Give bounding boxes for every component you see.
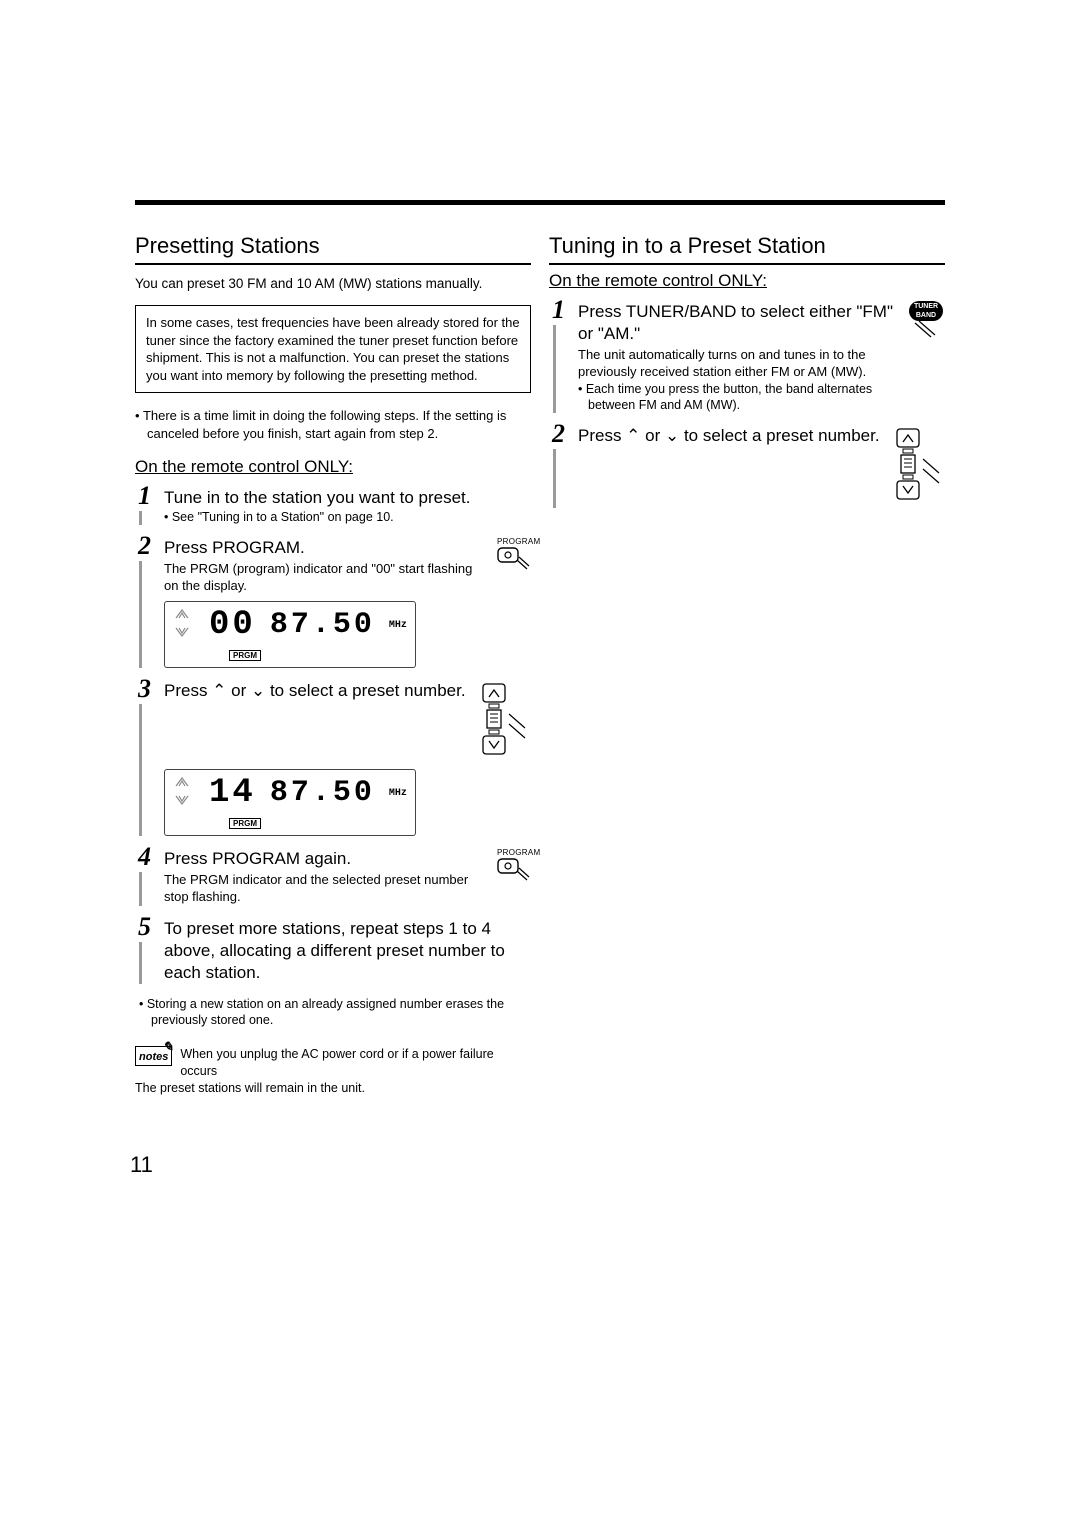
- right-column: Tuning in to a Preset Station On the rem…: [549, 233, 945, 1095]
- factory-note-box: In some cases, test frequencies have bee…: [135, 305, 531, 393]
- step-3: 3 Press ⌃ or ⌄ to select a preset number…: [139, 680, 531, 836]
- lcd-display-1: 00 87.50 MHz PRGM: [164, 601, 416, 668]
- step-title: Press PROGRAM again.: [164, 848, 489, 870]
- two-columns: Presetting Stations You can preset 30 FM…: [135, 233, 945, 1095]
- step-title: Press ⌃ or ⌄ to select a preset number.: [164, 680, 467, 702]
- updown-buttons-icon: [475, 680, 531, 763]
- step-title: Press ⌃ or ⌄ to select a preset number.: [578, 425, 881, 447]
- flash-arrows-icon: [173, 606, 191, 645]
- program-button-icon: PROGRAM: [497, 848, 531, 889]
- step-number: 3: [136, 674, 153, 704]
- step-title: Tune in to the station you want to prese…: [164, 487, 531, 509]
- tuner-band-button-icon: TUNER BAND: [909, 301, 945, 346]
- lcd-preset: 00: [209, 606, 256, 644]
- page-number: 11: [130, 1152, 153, 1178]
- step-4: 4 Press PROGRAM again. The PRGM indicato…: [139, 848, 531, 906]
- left-lead: You can preset 30 FM and 10 AM (MW) stat…: [135, 275, 531, 293]
- notes-body: The preset stations will remain in the u…: [135, 1081, 531, 1095]
- store-overwrite-note: • Storing a new station on an already as…: [139, 996, 531, 1029]
- r-step-2: 2 Press ⌃ or ⌄ to select a preset number…: [553, 425, 945, 508]
- step-number: 4: [136, 842, 153, 872]
- lcd-freq: 87.50: [270, 776, 375, 810]
- step-hint: • Each time you press the button, the ba…: [578, 381, 901, 414]
- top-rule: [135, 200, 945, 205]
- lcd-display-2: 14 87.50 MHz PRGM: [164, 769, 416, 836]
- step-hint: • See "Tuning in to a Station" on page 1…: [164, 509, 531, 525]
- step-number: 2: [550, 419, 567, 449]
- lcd-unit: MHz: [389, 620, 407, 631]
- notes-badge-icon: notes: [135, 1046, 172, 1066]
- flash-arrows-icon: [173, 774, 191, 813]
- step-title: To preset more stations, repeat steps 1 …: [164, 918, 531, 984]
- step-desc: The PRGM (program) indicator and "00" st…: [164, 561, 489, 595]
- page-content: Presetting Stations You can preset 30 FM…: [135, 200, 945, 1095]
- left-heading: Presetting Stations: [135, 233, 531, 265]
- step-number: 5: [136, 912, 153, 942]
- step-number: 2: [136, 531, 153, 561]
- step-5: 5 To preset more stations, repeat steps …: [139, 918, 531, 984]
- r-step-1: 1 Press TUNER/BAND to select either "FM"…: [553, 301, 945, 413]
- lcd-unit: MHz: [389, 788, 407, 799]
- program-button-icon: PROGRAM: [497, 537, 531, 578]
- left-column: Presetting Stations You can preset 30 FM…: [135, 233, 531, 1095]
- lcd-indicator: PRGM: [229, 650, 261, 661]
- lcd-indicator: PRGM: [229, 818, 261, 829]
- step-desc: The unit automatically turns on and tune…: [578, 347, 901, 381]
- left-subhead: On the remote control ONLY:: [135, 457, 531, 477]
- notes-block: notes When you unplug the AC power cord …: [135, 1046, 531, 1079]
- step-desc: The PRGM indicator and the selected pres…: [164, 872, 489, 906]
- step-1: 1 Tune in to the station you want to pre…: [139, 487, 531, 525]
- updown-buttons-icon: [889, 425, 945, 508]
- step-title: Press PROGRAM.: [164, 537, 489, 559]
- bullet-icon: [135, 408, 143, 423]
- notes-title: When you unplug the AC power cord or if …: [180, 1046, 531, 1079]
- step-title: Press TUNER/BAND to select either "FM" o…: [578, 301, 901, 345]
- right-heading: Tuning in to a Preset Station: [549, 233, 945, 265]
- lcd-preset: 14: [209, 774, 256, 812]
- lcd-freq: 87.50: [270, 608, 375, 642]
- step-number: 1: [136, 481, 153, 511]
- time-limit-note: There is a time limit in doing the follo…: [135, 407, 531, 442]
- right-subhead: On the remote control ONLY:: [549, 271, 945, 291]
- step-2: 2 Press PROGRAM. The PRGM (program) indi…: [139, 537, 531, 668]
- step-number: 1: [550, 295, 567, 325]
